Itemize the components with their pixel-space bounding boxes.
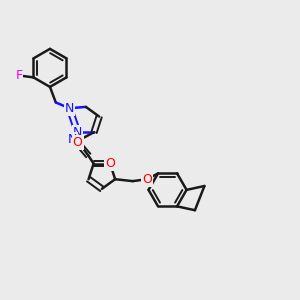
Text: O: O (105, 157, 115, 170)
Text: O: O (73, 136, 82, 149)
Text: H: H (71, 139, 80, 149)
Text: N: N (65, 102, 74, 115)
Text: N: N (68, 133, 77, 146)
Text: O: O (142, 173, 152, 186)
Text: F: F (15, 69, 22, 82)
Text: N: N (73, 126, 82, 139)
